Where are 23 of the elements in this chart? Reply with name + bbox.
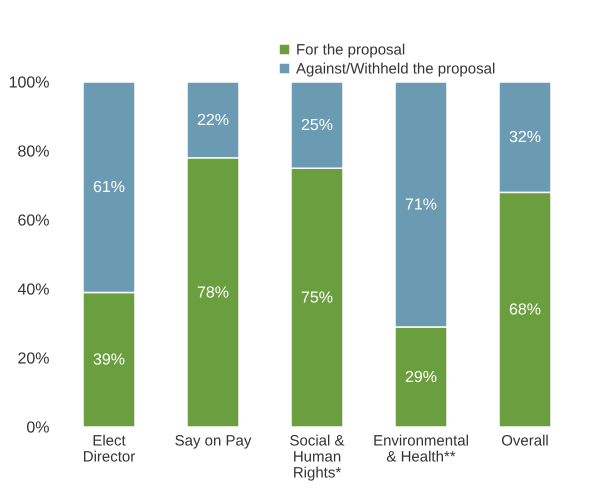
data-label: 68% <box>508 302 542 319</box>
data-label: 25% <box>300 117 334 134</box>
y-tick-label: 0% <box>26 420 50 436</box>
data-label: 61% <box>92 179 126 196</box>
y-tick-label: 20% <box>17 350 50 368</box>
x-tick-label: Elect Director <box>82 432 136 466</box>
x-tick-label: Social & Human Rights* <box>289 432 345 482</box>
y-tick-label: 40% <box>17 282 50 298</box>
data-label: 32% <box>508 129 542 146</box>
x-tick-label: Environmental & Health** <box>373 432 469 466</box>
x-tick-label: Overall <box>501 432 549 450</box>
data-label: 75% <box>300 290 334 307</box>
data-label: 29% <box>404 368 438 386</box>
data-label: 78% <box>196 284 230 302</box>
y-tick-label: 100% <box>8 74 50 92</box>
data-label: 22% <box>196 112 230 129</box>
x-tick-label: Say on Pay <box>174 432 252 450</box>
data-label: 71% <box>404 196 438 214</box>
y-tick-label: 80% <box>17 144 50 160</box>
y-tick-label: 60% <box>17 212 50 230</box>
data-label: 39% <box>92 352 126 369</box>
legend-label: For the proposal <box>296 42 406 58</box>
legend-label: Against/Withheld the proposal <box>296 60 496 78</box>
